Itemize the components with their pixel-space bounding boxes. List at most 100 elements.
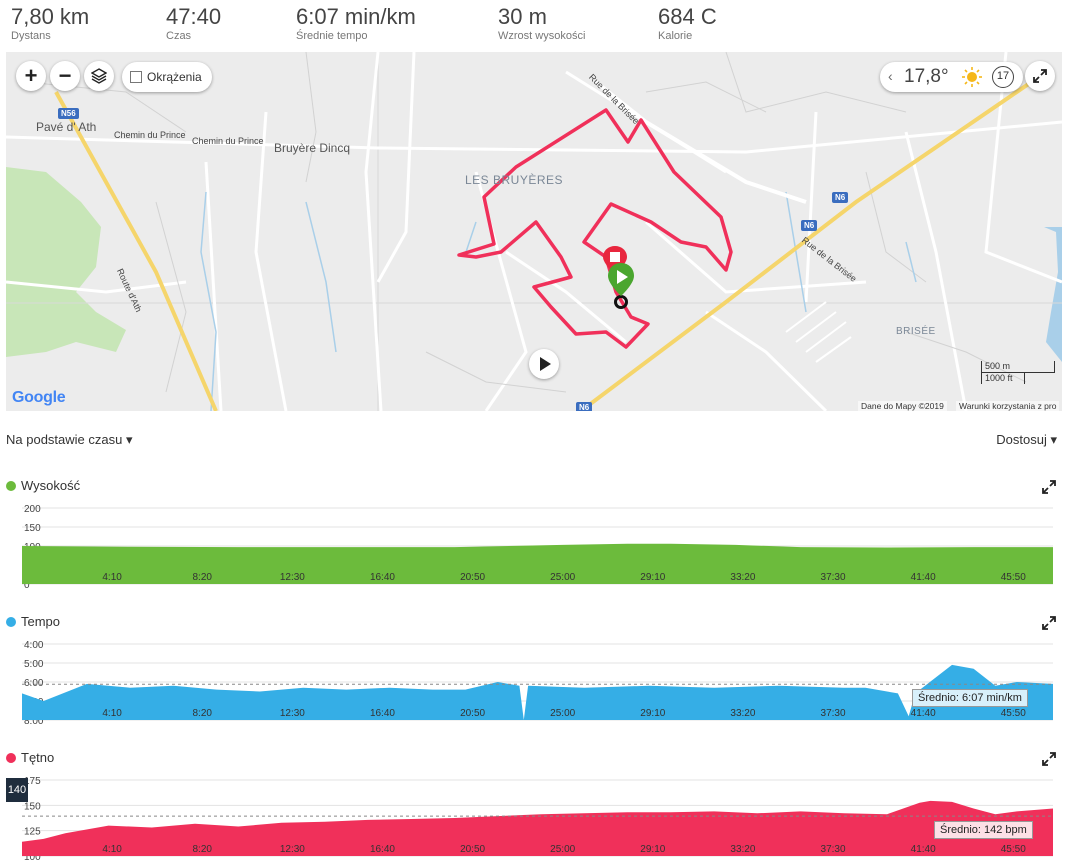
- y-tick-label: 0: [24, 580, 30, 590]
- laps-checkbox[interactable]: [130, 71, 142, 83]
- stat-value: 47:40: [166, 4, 222, 29]
- x-tick-label: 45:50: [1001, 572, 1026, 583]
- expand-icon[interactable]: [1042, 616, 1056, 630]
- series-area: [22, 664, 1053, 720]
- map-tiles: [6, 52, 1062, 411]
- stat-calories: 684 C Kalorie: [658, 4, 717, 43]
- x-tick-label: 12:30: [280, 844, 305, 855]
- map-label-chemin-prince-1: Chemin du Prince: [114, 130, 186, 140]
- x-tick-label: 16:40: [370, 572, 395, 583]
- road-shield-n6: N6: [576, 402, 593, 411]
- chart-title: Wysokość: [6, 478, 80, 493]
- x-tick-label: 41:40: [911, 572, 936, 583]
- stat-value: 7,80 km: [11, 4, 90, 29]
- stat-pace: 6:07 min/km Średnie tempo: [296, 4, 416, 43]
- x-tick-label: 41:40: [911, 844, 936, 855]
- chart-title-text: Tempo: [21, 614, 61, 629]
- temperature: 17,8°: [904, 66, 949, 87]
- play-route-button[interactable]: [529, 349, 559, 379]
- y-tick-label: 100: [24, 852, 41, 863]
- x-tick-label: 29:10: [640, 708, 665, 719]
- map-label-chemin-prince-2: Chemin du Prince: [192, 136, 264, 146]
- legend-dot-icon: [6, 480, 16, 491]
- expand-icon[interactable]: [1042, 480, 1056, 494]
- x-tick-label: 12:30: [280, 572, 305, 583]
- map-scale: 500 m 1000 ft: [981, 361, 1055, 384]
- route-map[interactable]: N56 Pavé d' Ath Chemin du Prince Chemin …: [6, 52, 1062, 411]
- x-tick-label: 41:40: [911, 708, 936, 719]
- expand-icon: [1033, 69, 1047, 83]
- x-tick-label: 25:00: [550, 708, 575, 719]
- x-tick-label: 20:50: [460, 708, 485, 719]
- laps-label: Okrążenia: [147, 70, 202, 84]
- y-tick-label: 8:00: [24, 716, 44, 726]
- chart-title: Tętno: [6, 750, 54, 765]
- x-tick-label: 37:30: [821, 572, 846, 583]
- y-tick-label: 150: [24, 801, 41, 812]
- road-shield-n6: N6: [832, 192, 849, 203]
- stat-label: Wzrost wysokości: [498, 30, 586, 42]
- heart-rate-plot[interactable]: 175 150 125 100 4:10 8:20 12:30 16:40 20:50 25:00…: [0, 768, 1071, 867]
- y-tick-label: 175: [24, 776, 41, 787]
- x-tick-label: 4:10: [102, 708, 122, 719]
- scale-feet: 1000 ft: [981, 373, 1025, 384]
- x-tick-label: 16:40: [370, 708, 395, 719]
- stats-bar: 7,80 km Dystans 47:40 Czas 6:07 min/km Ś…: [0, 0, 1071, 52]
- map-label-pave-dath: Pavé d' Ath: [36, 120, 97, 134]
- stat-value: 6:07 min/km: [296, 4, 416, 29]
- map-attribution: Dane do Mapy ©2019: [858, 401, 947, 411]
- elevation-plot[interactable]: 2001501005004:108:2012:3016:4020:5025:00…: [0, 496, 1071, 590]
- zoom-out-button[interactable]: −: [50, 61, 80, 91]
- x-tick-label: 33:20: [730, 708, 755, 719]
- road-shield-n56: N56: [58, 108, 79, 119]
- x-tick-label: 45:50: [1001, 844, 1026, 855]
- stat-label: Średnie tempo: [296, 30, 368, 42]
- map-terms-link[interactable]: Warunki korzystania z pro: [956, 401, 1060, 411]
- laps-toggle[interactable]: Okrążenia: [122, 62, 212, 92]
- x-tick-label: 25:00: [550, 844, 575, 855]
- elevation-chart: Wysokość 2001501005004:108:2012:3016:402…: [0, 478, 1071, 590]
- x-tick-label: 4:10: [102, 572, 122, 583]
- x-tick-label: 37:30: [821, 708, 846, 719]
- x-tick-label: 29:10: [640, 844, 665, 855]
- x-tick-label: 29:10: [640, 572, 665, 583]
- expand-icon[interactable]: [1042, 752, 1056, 766]
- google-logo: Google: [12, 389, 66, 407]
- pace-plot[interactable]: 4:005:006:007:008:004:108:2012:3016:4020…: [0, 632, 1071, 726]
- x-tick-label: 8:20: [192, 708, 212, 719]
- x-tick-label: 33:20: [730, 572, 755, 583]
- map-label-les-bruyeres: LES BRUYÈRES: [465, 173, 564, 187]
- wind-indicator-icon: 17: [992, 66, 1014, 88]
- layers-button[interactable]: [84, 61, 114, 91]
- stat-value: 30 m: [498, 4, 547, 29]
- time-basis-dropdown[interactable]: Na podstawie czasu ▾: [6, 432, 133, 447]
- x-tick-label: 20:50: [460, 572, 485, 583]
- x-tick-label: 20:50: [460, 844, 485, 855]
- road-shield-n6: N6: [801, 220, 818, 231]
- x-tick-label: 12:30: [280, 708, 305, 719]
- route-markers: [603, 246, 634, 309]
- legend-dot-icon: [6, 752, 16, 763]
- pace-average-label: Średnio: 6:07 min/km: [912, 689, 1028, 707]
- series-area: [22, 800, 1053, 856]
- stat-time: 47:40 Czas: [166, 4, 221, 43]
- cursor-value-label: 140: [6, 778, 28, 802]
- legend-dot-icon: [6, 616, 16, 627]
- weather-widget[interactable]: ‹ 17,8° 17: [880, 62, 1023, 92]
- chevron-left-icon[interactable]: ‹: [888, 68, 893, 84]
- x-tick-label: 8:20: [192, 844, 212, 855]
- zoom-in-button[interactable]: +: [16, 61, 46, 91]
- map-label-brisee: BRISÉE: [896, 326, 936, 337]
- y-tick-label: 4:00: [24, 640, 44, 651]
- x-tick-label: 16:40: [370, 844, 395, 855]
- heart-rate-chart: Tętno 175 150 125 100 4:10 8:20 12:30 16:40 20:5…: [0, 750, 1071, 867]
- x-tick-label: 8:20: [192, 572, 212, 583]
- pace-chart: Tempo 4:005:006:007:008:004:108:2012:301…: [0, 614, 1071, 726]
- y-tick-label: 200: [24, 504, 41, 515]
- y-tick-label: 6:00: [24, 678, 44, 689]
- map-label-bruyere-dincq: Bruyère Dincq: [274, 141, 351, 155]
- fullscreen-button[interactable]: [1025, 61, 1055, 91]
- chart-title-text: Tętno: [21, 750, 55, 765]
- customize-dropdown[interactable]: Dostosuj ▾: [996, 432, 1057, 447]
- x-tick-label: 45:50: [1001, 708, 1026, 719]
